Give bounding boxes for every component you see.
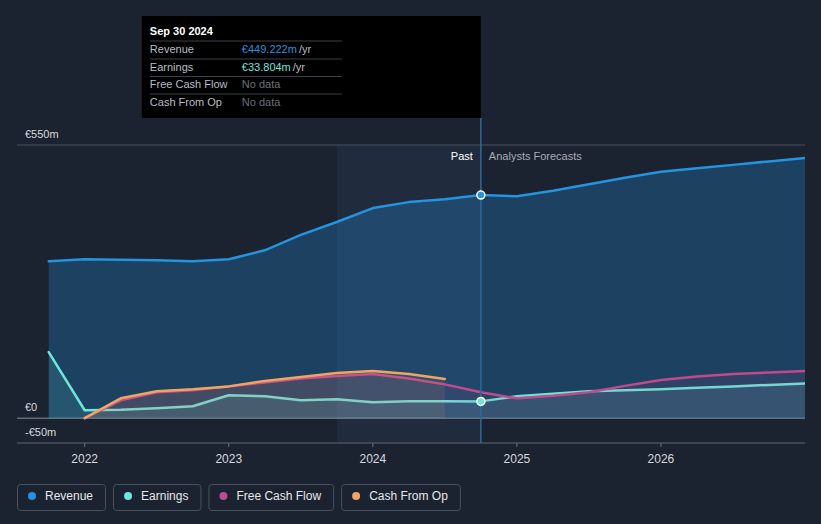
tooltip-label: Earnings	[150, 61, 194, 73]
annotation: Past	[451, 150, 473, 162]
tooltip-value: €449.222m	[242, 43, 297, 55]
tooltip-separator	[150, 59, 342, 60]
x-tick-label: 2025	[504, 452, 531, 466]
x-tick	[660, 443, 661, 447]
annotation: Analysts Forecasts	[489, 150, 582, 162]
y-tick-label: €0	[25, 401, 37, 413]
tooltip-value: No data	[242, 78, 281, 90]
x-tick-label: 2023	[215, 452, 242, 466]
x-tick-label: 2024	[359, 452, 386, 466]
grid-line	[17, 145, 805, 146]
tooltip-value: €33.804m	[242, 61, 291, 73]
series-line	[85, 371, 445, 418]
legend-label: Cash From Op	[369, 489, 448, 503]
x-axis-line	[17, 443, 805, 444]
legend-swatch	[28, 492, 36, 500]
legend-swatch	[219, 492, 227, 500]
tooltip-label: Revenue	[150, 43, 194, 55]
series-area	[49, 352, 805, 418]
tooltip-box	[142, 16, 481, 118]
plot-area	[49, 158, 805, 418]
tooltip-unit: /yr	[299, 43, 312, 55]
legend-label: Revenue	[45, 489, 93, 503]
background	[0, 0, 821, 524]
y-tick-label: €550m	[25, 128, 59, 140]
legend-item[interactable]: Cash From Op	[342, 485, 461, 511]
tooltip-label: Free Cash Flow	[150, 78, 228, 90]
legend-box	[114, 485, 201, 511]
series-line	[85, 371, 805, 418]
hover-marker	[477, 191, 485, 199]
legend-label: Free Cash Flow	[236, 489, 321, 503]
legend-swatch	[352, 492, 360, 500]
legend-swatch	[124, 492, 132, 500]
tooltip-unit: /yr	[293, 61, 306, 73]
y-tick-label: -€50m	[25, 426, 56, 438]
x-tick	[516, 443, 517, 447]
tooltip-label: Cash From Op	[150, 96, 222, 108]
tooltip-title: Sep 30 2024	[150, 25, 214, 37]
series-line	[49, 158, 805, 261]
legend-item[interactable]: Free Cash Flow	[209, 485, 334, 511]
tooltip-separator	[150, 76, 342, 77]
legend-box	[209, 485, 334, 511]
x-tick	[84, 443, 85, 447]
x-tick	[228, 443, 229, 447]
hover-marker	[477, 397, 485, 405]
series-area	[49, 158, 805, 418]
legend-box	[18, 485, 106, 511]
past-divider	[480, 118, 482, 443]
x-tick-label: 2022	[71, 452, 98, 466]
chart: -€50m €0 €550m 2022 2023 2024 2025 2026 Past Anal…	[0, 0, 821, 524]
tooltip-value: No data	[242, 96, 281, 108]
grid-line	[17, 443, 805, 444]
tooltip-separator	[150, 41, 342, 42]
series-area	[85, 371, 445, 418]
legend-item[interactable]: Earnings	[114, 485, 201, 511]
legend-label: Earnings	[141, 489, 188, 503]
x-tick	[372, 443, 373, 447]
x-tick-label: 2026	[648, 452, 675, 466]
legend-item[interactable]: Revenue	[18, 485, 106, 511]
legend-box	[342, 485, 461, 511]
tooltip-separator	[150, 94, 342, 95]
series-area	[85, 371, 805, 418]
